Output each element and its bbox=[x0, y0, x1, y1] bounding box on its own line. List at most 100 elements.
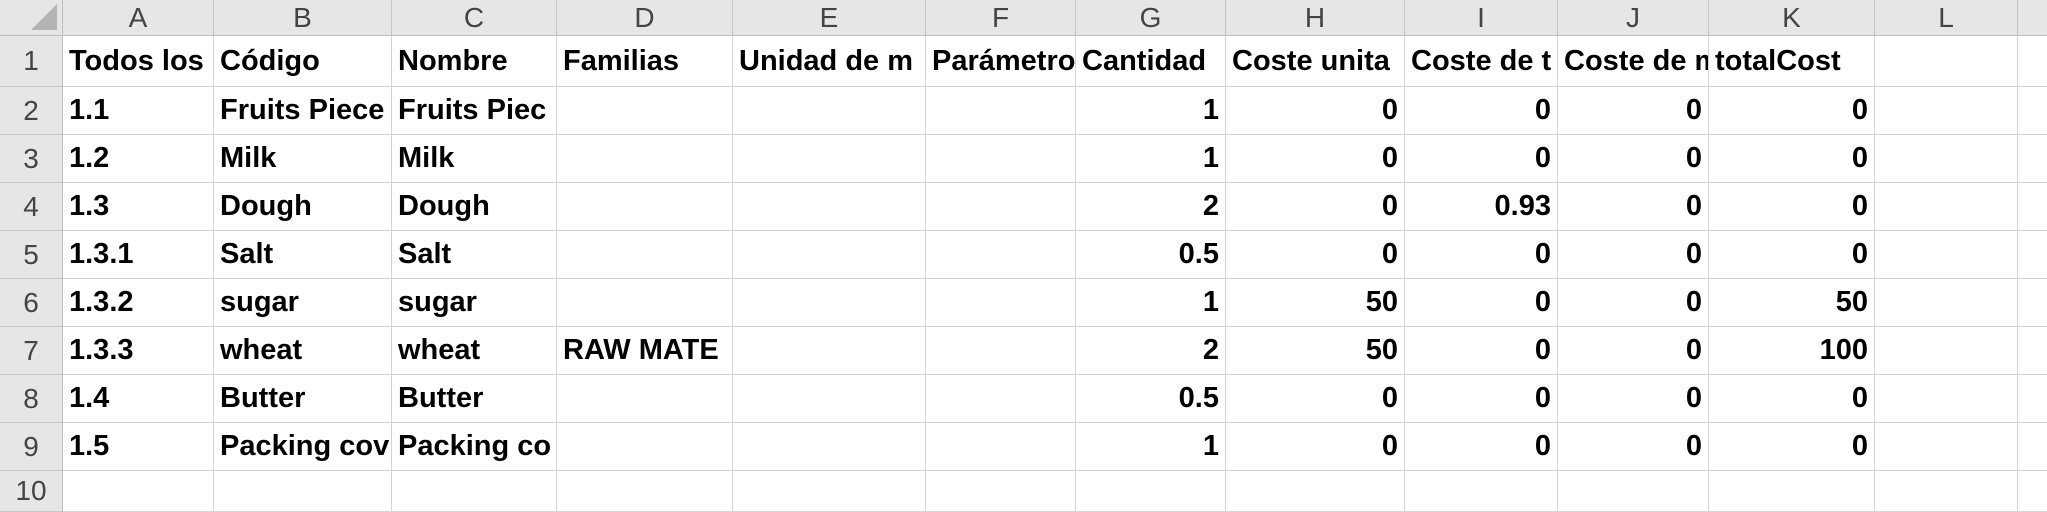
cell-D9[interactable] bbox=[557, 423, 733, 471]
cell-E9[interactable] bbox=[733, 423, 926, 471]
cell-D2[interactable] bbox=[557, 87, 733, 135]
row-header[interactable]: 4 bbox=[0, 183, 63, 231]
cell-B5[interactable]: Salt bbox=[214, 231, 392, 279]
row-header[interactable]: 3 bbox=[0, 135, 63, 183]
cell-C10[interactable] bbox=[392, 471, 557, 512]
cell-L2[interactable] bbox=[1875, 87, 2018, 135]
cell-A2[interactable]: 1.1 bbox=[63, 87, 214, 135]
cell-F7[interactable] bbox=[926, 327, 1076, 375]
cell-A6[interactable]: 1.3.2 bbox=[63, 279, 214, 327]
row-header[interactable]: 6 bbox=[0, 279, 63, 327]
cell-C8[interactable]: Butter bbox=[392, 375, 557, 423]
cell-A4[interactable]: 1.3 bbox=[63, 183, 214, 231]
row-header[interactable]: 2 bbox=[0, 87, 63, 135]
cell-I8[interactable]: 0 bbox=[1405, 375, 1558, 423]
cell-B1[interactable]: Código bbox=[214, 36, 392, 87]
cell-K6[interactable]: 50 bbox=[1709, 279, 1875, 327]
cell-D6[interactable] bbox=[557, 279, 733, 327]
cell-G2[interactable]: 1 bbox=[1076, 87, 1226, 135]
cell-B8[interactable]: Butter bbox=[214, 375, 392, 423]
cell-C5[interactable]: Salt bbox=[392, 231, 557, 279]
column-header[interactable]: B bbox=[214, 0, 392, 36]
cell-C4[interactable]: Dough bbox=[392, 183, 557, 231]
cell-G1[interactable]: Cantidad bbox=[1076, 36, 1226, 87]
cell-J2[interactable]: 0 bbox=[1558, 87, 1709, 135]
cell-H3[interactable]: 0 bbox=[1226, 135, 1405, 183]
cell-F5[interactable] bbox=[926, 231, 1076, 279]
cell-I5[interactable]: 0 bbox=[1405, 231, 1558, 279]
cell-B2[interactable]: Fruits Piece bbox=[214, 87, 392, 135]
cell-E3[interactable] bbox=[733, 135, 926, 183]
column-header[interactable]: C bbox=[392, 0, 557, 36]
cell-D3[interactable] bbox=[557, 135, 733, 183]
cell-H2[interactable]: 0 bbox=[1226, 87, 1405, 135]
cell-C2[interactable]: Fruits Piec bbox=[392, 87, 557, 135]
cell-filler[interactable] bbox=[2018, 183, 2047, 231]
cell-G6[interactable]: 1 bbox=[1076, 279, 1226, 327]
column-header[interactable]: L bbox=[1875, 0, 2018, 36]
cell-L10[interactable] bbox=[1875, 471, 2018, 512]
cell-H7[interactable]: 50 bbox=[1226, 327, 1405, 375]
cell-filler[interactable] bbox=[2018, 231, 2047, 279]
cell-A3[interactable]: 1.2 bbox=[63, 135, 214, 183]
cell-H5[interactable]: 0 bbox=[1226, 231, 1405, 279]
cell-K5[interactable]: 0 bbox=[1709, 231, 1875, 279]
cell-E1[interactable]: Unidad de m bbox=[733, 36, 926, 87]
cell-G3[interactable]: 1 bbox=[1076, 135, 1226, 183]
cell-K2[interactable]: 0 bbox=[1709, 87, 1875, 135]
cell-B10[interactable] bbox=[214, 471, 392, 512]
cell-I7[interactable]: 0 bbox=[1405, 327, 1558, 375]
column-header[interactable]: H bbox=[1226, 0, 1405, 36]
cell-B9[interactable]: Packing cov bbox=[214, 423, 392, 471]
cell-G5[interactable]: 0.5 bbox=[1076, 231, 1226, 279]
cell-F4[interactable] bbox=[926, 183, 1076, 231]
cell-filler[interactable] bbox=[2018, 36, 2047, 87]
column-header[interactable]: A bbox=[63, 0, 214, 36]
cell-L3[interactable] bbox=[1875, 135, 2018, 183]
cell-I3[interactable]: 0 bbox=[1405, 135, 1558, 183]
cell-K4[interactable]: 0 bbox=[1709, 183, 1875, 231]
cell-F3[interactable] bbox=[926, 135, 1076, 183]
cell-C7[interactable]: wheat bbox=[392, 327, 557, 375]
row-header[interactable]: 10 bbox=[0, 471, 63, 512]
cell-L7[interactable] bbox=[1875, 327, 2018, 375]
cell-J3[interactable]: 0 bbox=[1558, 135, 1709, 183]
cell-J1[interactable]: Coste de ma bbox=[1558, 36, 1709, 87]
cell-G7[interactable]: 2 bbox=[1076, 327, 1226, 375]
cell-I1[interactable]: Coste de t bbox=[1405, 36, 1558, 87]
cell-A9[interactable]: 1.5 bbox=[63, 423, 214, 471]
cell-L4[interactable] bbox=[1875, 183, 2018, 231]
cell-F9[interactable] bbox=[926, 423, 1076, 471]
cell-A10[interactable] bbox=[63, 471, 214, 512]
cell-I9[interactable]: 0 bbox=[1405, 423, 1558, 471]
cell-B7[interactable]: wheat bbox=[214, 327, 392, 375]
cell-filler[interactable] bbox=[2018, 279, 2047, 327]
cell-B3[interactable]: Milk bbox=[214, 135, 392, 183]
cell-K7[interactable]: 100 bbox=[1709, 327, 1875, 375]
cell-A8[interactable]: 1.4 bbox=[63, 375, 214, 423]
cell-F10[interactable] bbox=[926, 471, 1076, 512]
cell-E7[interactable] bbox=[733, 327, 926, 375]
row-header[interactable]: 5 bbox=[0, 231, 63, 279]
row-header[interactable]: 8 bbox=[0, 375, 63, 423]
cell-I10[interactable] bbox=[1405, 471, 1558, 512]
cell-E6[interactable] bbox=[733, 279, 926, 327]
row-header[interactable]: 7 bbox=[0, 327, 63, 375]
cell-B4[interactable]: Dough bbox=[214, 183, 392, 231]
cell-C3[interactable]: Milk bbox=[392, 135, 557, 183]
cell-E10[interactable] bbox=[733, 471, 926, 512]
cell-filler[interactable] bbox=[2018, 423, 2047, 471]
cell-filler[interactable] bbox=[2018, 87, 2047, 135]
cell-C1[interactable]: Nombre bbox=[392, 36, 557, 87]
cell-D8[interactable] bbox=[557, 375, 733, 423]
cell-J5[interactable]: 0 bbox=[1558, 231, 1709, 279]
cell-E8[interactable] bbox=[733, 375, 926, 423]
cell-L1[interactable] bbox=[1875, 36, 2018, 87]
cell-filler[interactable] bbox=[2018, 375, 2047, 423]
cell-K10[interactable] bbox=[1709, 471, 1875, 512]
cell-G4[interactable]: 2 bbox=[1076, 183, 1226, 231]
cell-E2[interactable] bbox=[733, 87, 926, 135]
cell-D10[interactable] bbox=[557, 471, 733, 512]
cell-L8[interactable] bbox=[1875, 375, 2018, 423]
cell-H10[interactable] bbox=[1226, 471, 1405, 512]
